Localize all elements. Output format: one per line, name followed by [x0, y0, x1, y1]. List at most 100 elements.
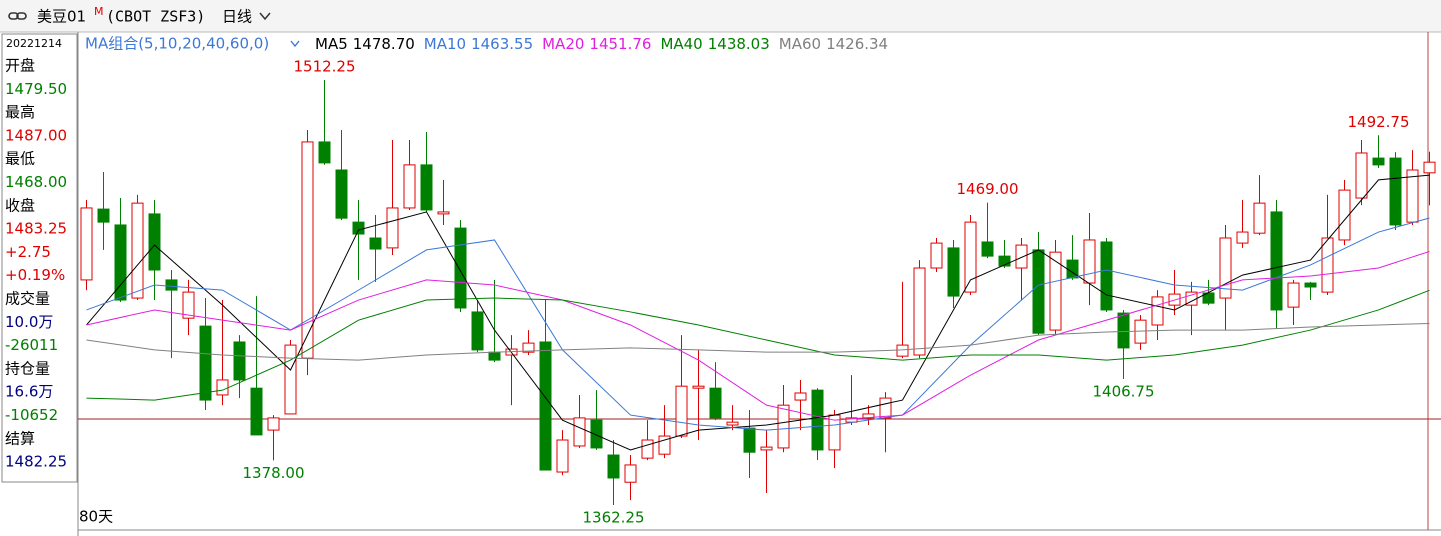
low-label: 1406.75: [1092, 382, 1154, 400]
candle-body: [148, 213, 161, 271]
candle-body: [1032, 249, 1045, 334]
period-count: 80天: [79, 508, 113, 526]
legend-name: MA40: [660, 35, 702, 53]
candle-body: [947, 247, 960, 297]
info-item: 最低: [5, 150, 35, 168]
candle-body: [131, 202, 144, 299]
ma-line: [86, 289, 1430, 401]
candle-body: [335, 169, 348, 219]
candle-body: [1372, 157, 1385, 166]
candle-body: [386, 207, 399, 249]
candle-body: [879, 397, 892, 419]
period-chevron[interactable]: [259, 12, 271, 21]
high-label: 1469.00: [956, 180, 1018, 198]
candle-body: [794, 392, 807, 401]
candle-body: [1117, 312, 1130, 349]
candle-body: [1355, 152, 1368, 199]
candle-body: [896, 344, 909, 357]
candle-body: [1236, 231, 1249, 244]
candle-body: [352, 221, 365, 235]
candle-body: [590, 419, 603, 449]
legend-value: 1451.76: [589, 35, 651, 53]
low-label: 1378.00: [242, 464, 304, 482]
candle-body: [284, 344, 297, 415]
candle-body: [301, 141, 314, 359]
info-item: 10.0万: [5, 313, 53, 331]
candle-body: [165, 279, 178, 291]
candle-body: [998, 255, 1011, 267]
candle-body: [760, 446, 773, 451]
candle-body: [1270, 211, 1283, 311]
candle-body: [624, 464, 637, 483]
candle-body: [607, 454, 620, 479]
info-item: +2.75: [5, 243, 51, 261]
ma-line: [86, 322, 1430, 361]
candle-body: [1406, 169, 1419, 223]
info-item: 16.6万: [5, 383, 53, 401]
info-item: 1479.50: [5, 80, 67, 98]
info-item: 1483.25: [5, 220, 67, 238]
candle-body: [454, 227, 467, 309]
candle-body: [114, 224, 127, 301]
candle-body: [743, 427, 756, 453]
candle-body: [1049, 251, 1062, 331]
legend-value: 1426.34: [826, 35, 888, 53]
candle-body: [964, 221, 977, 293]
candle-body: [1253, 202, 1266, 234]
info-item: 开盘: [5, 57, 35, 75]
candle-body: [658, 435, 671, 455]
info-date: 20221214: [6, 37, 62, 50]
candle-body: [1151, 296, 1164, 326]
ma-line: [86, 250, 1430, 421]
candle-body: [1083, 239, 1096, 284]
legend-name: MA10: [424, 35, 466, 53]
candle-body: [675, 385, 688, 437]
info-item: 持仓量: [5, 359, 50, 377]
candle-body: [267, 417, 280, 431]
candle-body: [811, 389, 824, 451]
candle-body: [1287, 282, 1300, 308]
candle-body: [1015, 244, 1028, 269]
candle-body: [318, 141, 331, 164]
legend-value: 1438.03: [708, 35, 770, 53]
candle-body: [1338, 189, 1351, 241]
ma-group-chevron[interactable]: [290, 40, 300, 48]
legend-entry: MA40 1438.03: [660, 35, 769, 53]
candle-body: [199, 325, 212, 401]
info-item: 1468.00: [5, 173, 67, 191]
candle-body: [97, 208, 110, 223]
candle-body: [420, 164, 433, 211]
candle-body: [471, 311, 484, 351]
legend-entry: MA5 1478.70: [315, 35, 415, 53]
high-label: 1512.25: [293, 58, 355, 76]
candle-body: [777, 404, 790, 449]
legend-name: MA60: [779, 35, 821, 53]
symbol[interactable]: 美豆01: [37, 8, 86, 26]
candle-body: [556, 439, 569, 473]
candle-body: [692, 385, 705, 389]
high-label: 1492.75: [1347, 113, 1409, 131]
candle-body: [250, 387, 263, 436]
ma-group[interactable]: MA组合(5,10,20,40,60,0): [85, 35, 269, 53]
legend-name: MA20: [542, 35, 584, 53]
legend-value: 1478.70: [353, 35, 415, 53]
info-item: 结算: [5, 429, 35, 447]
candle-body: [80, 207, 93, 281]
legend-entry: MA10 1463.55: [424, 35, 533, 53]
candle-body: [539, 341, 552, 471]
ma-line: [86, 217, 1430, 431]
info-item: +0.19%: [5, 266, 65, 284]
legend-entry: MA60 1426.34: [779, 35, 888, 53]
symbol-mark: M: [94, 5, 104, 18]
legend-name: MA5: [315, 35, 348, 53]
candle-body: [1423, 161, 1436, 174]
candle-body: [216, 379, 229, 396]
candle-body: [981, 241, 994, 257]
candle-body: [726, 421, 739, 426]
info-item: 收盘: [5, 196, 35, 214]
candle-body: [709, 387, 722, 419]
info-item: 最高: [5, 103, 35, 121]
candle-body: [488, 351, 501, 361]
low-label: 1362.25: [582, 509, 644, 527]
period[interactable]: 日线: [222, 8, 252, 26]
